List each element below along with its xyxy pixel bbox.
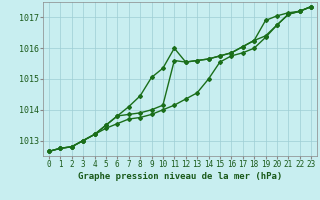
X-axis label: Graphe pression niveau de la mer (hPa): Graphe pression niveau de la mer (hPa)	[78, 172, 282, 181]
